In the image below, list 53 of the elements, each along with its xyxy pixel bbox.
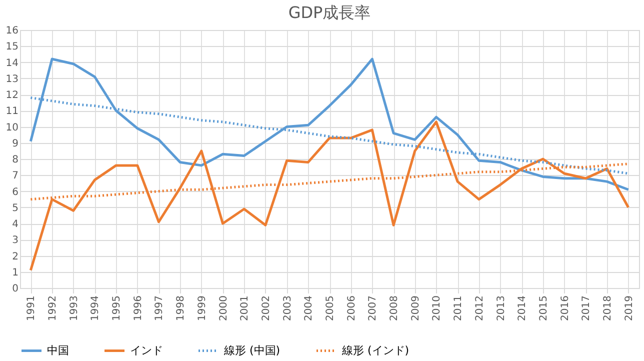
y-tick-label: 15 <box>6 42 18 53</box>
y-tick-label: 3 <box>12 235 18 246</box>
legend-label: 線形 (インド) <box>341 344 410 357</box>
x-tick-label: 2010 <box>432 296 443 321</box>
x-tick-label: 2016 <box>560 296 571 321</box>
y-tick-label: 0 <box>12 284 18 294</box>
legend-label: 中国 <box>47 344 69 357</box>
line-series <box>29 120 630 272</box>
y-tick-label: 7 <box>12 170 18 182</box>
x-tick-label: 2019 <box>624 296 635 321</box>
x-tick-label: 1999 <box>196 296 208 321</box>
y-tick-label: 10 <box>6 122 18 134</box>
x-tick-label: 2018 <box>602 296 614 321</box>
chart-title: GDP成長率 <box>288 3 371 22</box>
legend-label: インド <box>130 344 163 357</box>
line-series <box>29 58 630 191</box>
y-tick-label: 12 <box>6 90 18 101</box>
x-tick-label: 2006 <box>346 296 358 321</box>
x-tick-label: 2014 <box>517 296 528 321</box>
x-tick-label: 2013 <box>496 296 507 321</box>
x-tick-label: 2008 <box>389 296 400 321</box>
x-tick-label: 1995 <box>112 296 123 321</box>
x-tick-label: 1991 <box>26 296 38 321</box>
x-tick-label: 2001 <box>240 296 251 321</box>
x-tick-label: 2003 <box>282 296 294 321</box>
x-tick-label: 2004 <box>304 296 315 321</box>
x-tick-label: 1996 <box>132 296 144 321</box>
y-tick-label: 9 <box>12 138 18 150</box>
x-tick-label: 2000 <box>218 296 230 321</box>
y-tick-label: 4 <box>12 219 18 230</box>
legend-label: 線形 (中国) <box>223 344 280 357</box>
x-tick-label: 2017 <box>581 296 592 321</box>
x-tick-label: 2012 <box>474 296 486 321</box>
y-tick-label: 5 <box>12 202 18 214</box>
x-tick-label: 2005 <box>325 296 336 321</box>
x-tick-label: 2011 <box>453 296 464 321</box>
x-tick-label: 1997 <box>154 296 166 321</box>
x-tick-label: 1993 <box>68 296 80 321</box>
y-tick-label: 8 <box>12 154 18 166</box>
y-tick-label: 1 <box>12 267 18 278</box>
y-tick-label: 16 <box>6 26 18 36</box>
x-tick-label: 1998 <box>176 296 187 321</box>
x-tick-label: 2002 <box>260 296 272 321</box>
y-tick-label: 14 <box>6 58 18 69</box>
x-tick-label: 1992 <box>48 296 59 321</box>
y-tick-label: 2 <box>12 251 18 262</box>
y-tick-label: 11 <box>6 106 18 118</box>
x-tick-label: 2007 <box>368 296 379 321</box>
x-tick-label: 2015 <box>538 296 550 321</box>
y-tick-label: 6 <box>12 186 18 198</box>
y-tick-label: 13 <box>6 74 18 85</box>
x-tick-label: 1994 <box>90 296 102 321</box>
x-tick-label: 2009 <box>410 296 422 321</box>
